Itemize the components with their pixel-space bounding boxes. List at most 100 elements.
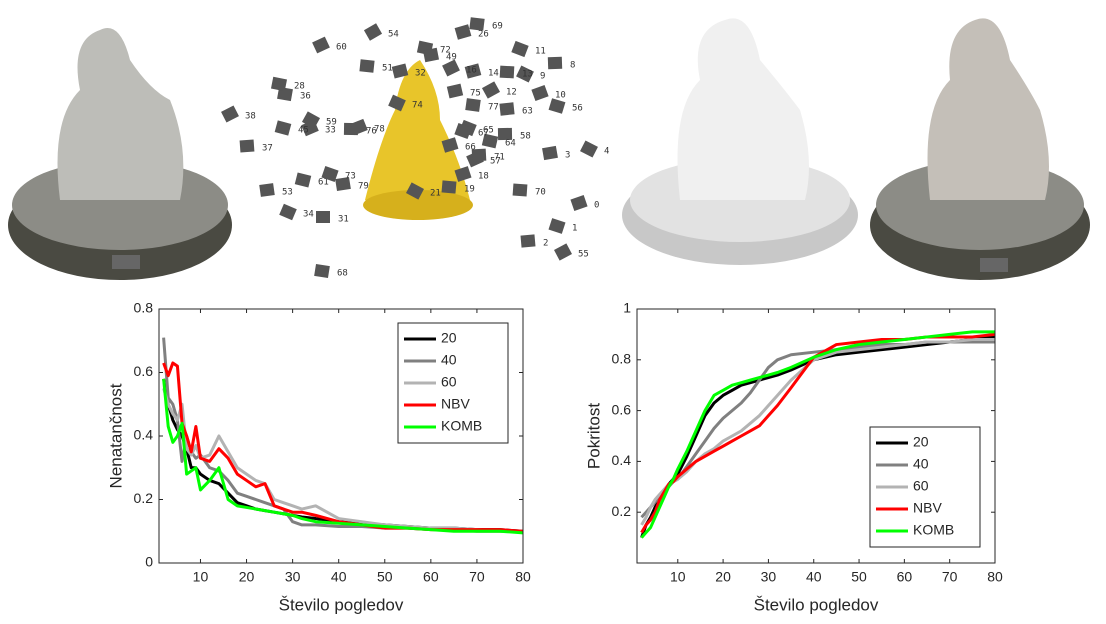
y-tick-label: 1 — [623, 300, 631, 316]
camera-label: 9 — [540, 72, 545, 82]
camera-label: 53 — [282, 188, 293, 198]
x-axis-label: Število pogledov — [754, 595, 879, 614]
camera — [548, 218, 566, 234]
camera — [221, 105, 239, 123]
x-tick-label: 70 — [942, 569, 958, 585]
y-tick-label: 0.4 — [134, 427, 154, 443]
x-tick-label: 60 — [423, 569, 439, 585]
x-tick-label: 70 — [469, 569, 485, 585]
x-tick-label: 30 — [285, 569, 301, 585]
camera-label: 18 — [478, 172, 489, 182]
camera — [520, 234, 536, 248]
x-tick-label: 30 — [761, 569, 777, 585]
axes-box — [158, 308, 524, 564]
camera — [314, 263, 330, 279]
legend-label: 20 — [441, 330, 457, 346]
camera — [499, 65, 515, 79]
legend-label: KOMB — [441, 418, 482, 434]
camera-label: 61 — [318, 178, 329, 188]
camera — [279, 203, 297, 221]
camera-label: 8 — [570, 61, 575, 71]
x-tick-label: 20 — [239, 569, 255, 585]
legend-label: 40 — [913, 456, 929, 472]
legend-label: NBV — [913, 500, 942, 516]
x-tick-label: 40 — [331, 569, 347, 585]
camera-label: 26 — [478, 30, 489, 40]
camera — [441, 137, 459, 153]
camera-label: 33 — [325, 126, 336, 136]
camera-label: 1 — [572, 224, 577, 234]
camera-label: 0 — [594, 201, 599, 211]
x-tick-label: 50 — [377, 569, 393, 585]
camera — [359, 59, 375, 73]
camera-label: 67 — [478, 129, 489, 139]
x-tick-label: 80 — [515, 569, 531, 585]
camera-label: 71 — [494, 153, 505, 163]
camera-label: 38 — [245, 112, 256, 122]
x-tick-label: 10 — [193, 569, 209, 585]
camera — [497, 127, 513, 141]
legend: 20 40 60 NBV KOMB — [869, 426, 981, 548]
camera — [335, 176, 351, 192]
camera-label: 49 — [446, 53, 457, 63]
camera-label: 65 — [483, 126, 494, 136]
y-axis-label: Nenatančnost — [106, 383, 125, 488]
chart: 10 20 30 40 50 60 70 80 0.2 0.4 0.6 0.8 1 Število pog… — [584, 300, 1003, 615]
y-axis-label: Pokritost — [584, 403, 603, 469]
sculpture-photo — [8, 28, 232, 280]
camera — [454, 24, 472, 40]
legend: 20 40 60 NBV KOMB — [397, 322, 509, 444]
camera — [442, 59, 460, 77]
camera-view — [363, 60, 473, 220]
camera-label: 19 — [464, 185, 475, 195]
camera — [547, 56, 563, 70]
camera-label: 36 — [300, 92, 311, 102]
camera — [580, 140, 598, 158]
camera-label: 37 — [262, 144, 273, 154]
camera-label: 45 — [298, 126, 309, 136]
camera — [512, 183, 528, 197]
camera — [446, 83, 464, 99]
y-tick-label: 0.6 — [134, 363, 154, 379]
camera — [548, 98, 566, 114]
camera-label: 54 — [388, 30, 399, 40]
x-tick-label: 20 — [715, 569, 731, 585]
legend-label: NBV — [441, 396, 470, 412]
x-tick-label: 10 — [670, 569, 686, 585]
camera — [454, 166, 472, 182]
y-tick-label: 0.2 — [134, 490, 154, 506]
camera — [350, 118, 368, 136]
camera-label: 2 — [543, 239, 548, 249]
camera — [391, 63, 409, 79]
legend-label: 20 — [913, 434, 929, 450]
camera — [312, 36, 330, 54]
camera — [471, 148, 487, 162]
y-tick-label: 0.4 — [612, 452, 632, 468]
camera-label: 63 — [522, 107, 533, 117]
camera — [274, 120, 292, 136]
camera-label: 78 — [374, 125, 385, 135]
camera-label: 57 — [490, 157, 501, 167]
camera — [465, 98, 481, 112]
camera — [406, 182, 424, 200]
legend-label: KOMB — [913, 522, 954, 538]
camera — [499, 102, 515, 116]
camera-label: 4 — [604, 147, 609, 157]
mesh-render — [622, 18, 858, 265]
camera-label: 21 — [430, 189, 441, 199]
camera — [388, 94, 406, 112]
axes-box — [636, 308, 996, 564]
series-line — [162, 378, 524, 535]
camera — [239, 139, 255, 153]
camera-label: 31 — [338, 215, 349, 225]
camera-label: 74 — [412, 101, 423, 111]
camera — [321, 166, 339, 182]
camera-label: 13 — [522, 70, 533, 80]
camera-label: 77 — [488, 103, 499, 113]
camera — [469, 17, 485, 31]
camera-label: 60 — [336, 43, 347, 53]
camera — [454, 122, 472, 140]
camera-label: 64 — [505, 139, 516, 149]
